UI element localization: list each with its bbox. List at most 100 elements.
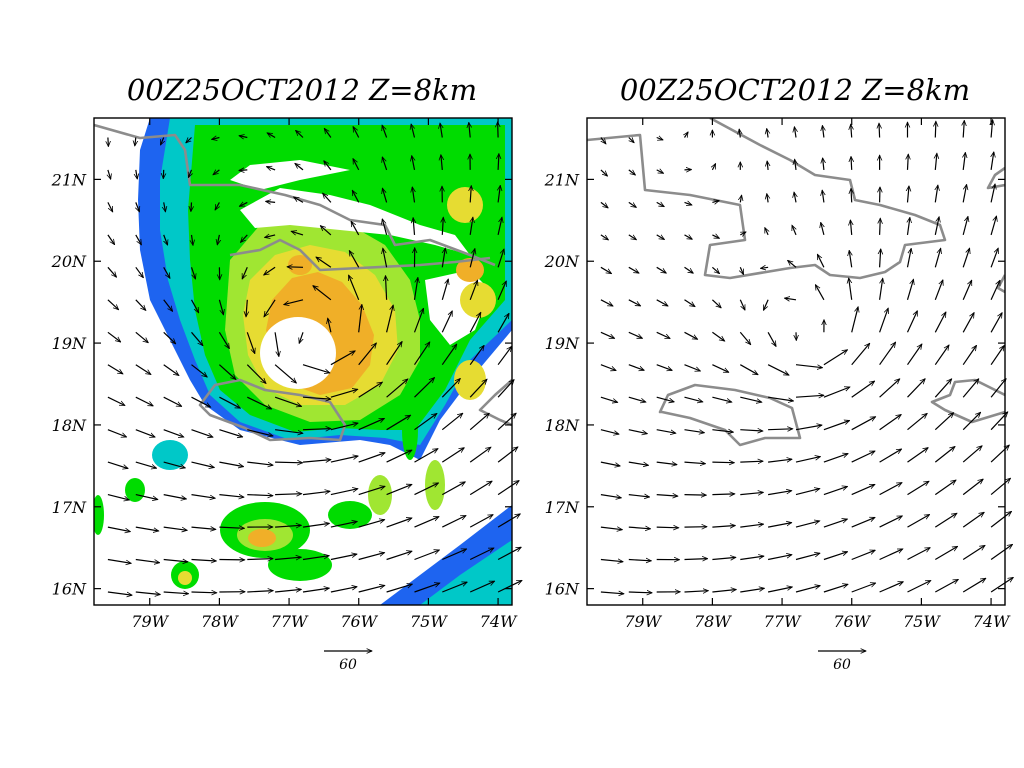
wind-vector: [411, 124, 416, 138]
wind-vector: [107, 266, 117, 277]
wind-vector: [739, 129, 740, 138]
wind-vector: [795, 521, 820, 528]
lon-tick-label: 75W: [903, 612, 941, 631]
wind-vector: [990, 346, 1004, 366]
wind-vector: [656, 462, 677, 465]
wind-vector: [628, 364, 644, 371]
wind-vector: [712, 494, 734, 495]
wind-vector: [907, 448, 929, 463]
wind-vector: [990, 313, 1003, 333]
wind-vector: [358, 305, 362, 333]
wind-vector: [628, 266, 639, 274]
wind-vector: [497, 579, 522, 593]
dry-gap-northwest: [230, 160, 350, 190]
wind-vector: [191, 527, 216, 529]
wind-vector: [275, 429, 303, 434]
wind-vector: [214, 202, 219, 210]
wind-vector: [274, 332, 279, 356]
wind-vector: [684, 299, 696, 307]
wind-vector: [239, 202, 248, 207]
wind-vector: [794, 127, 796, 138]
wind-vector: [441, 279, 448, 300]
wind-vector: [791, 225, 796, 236]
wind-vector: [302, 491, 330, 496]
wind-vector: [907, 379, 926, 398]
wind-vector: [712, 201, 719, 203]
wind-vector: [164, 202, 166, 211]
wind-vector: [247, 461, 273, 465]
wind-vector: [879, 482, 902, 496]
wind-vector: [795, 586, 820, 593]
wind-vector: [628, 201, 637, 207]
wind-vector: [934, 248, 940, 268]
wind-vector: [219, 495, 244, 498]
wind-vector: [212, 138, 220, 140]
wind-vector: [382, 157, 388, 171]
wind-vector: [767, 161, 768, 170]
wind-vector: [414, 414, 437, 431]
wind-vector: [991, 120, 993, 138]
lat-tick-label: 20N: [51, 252, 87, 271]
lon-tick-label: 76W: [833, 612, 871, 631]
wind-vector: [441, 344, 456, 366]
wind-vector: [740, 588, 764, 593]
wind-vector: [186, 137, 192, 143]
wind-vector: [348, 251, 360, 268]
wind-vector: [190, 299, 200, 313]
wind-vector: [991, 152, 994, 170]
wind-vector: [219, 429, 242, 437]
left-reference-vector: 60: [324, 651, 372, 673]
wind-vector: [302, 588, 329, 593]
wind-vector: [497, 513, 520, 528]
wind-vector: [962, 577, 986, 593]
right-panel-title: 00Z25OCT2012 Z=8km: [620, 73, 970, 107]
coast-hispaniola-right: [930, 378, 1005, 424]
wind-vector: [107, 299, 119, 310]
wind-vector: [788, 260, 797, 268]
wind-vector: [656, 495, 678, 497]
wind-vector: [816, 254, 825, 268]
wind-vector: [712, 590, 736, 593]
wind-vector: [990, 184, 995, 203]
wind-vector: [879, 379, 900, 398]
wind-vector: [441, 379, 460, 398]
wind-vector: [497, 281, 507, 301]
lon-tick-label: 77W: [764, 612, 802, 631]
wind-vector: [712, 364, 728, 373]
right-axis-ticks: 21N 20N 19N 18N 17N 16N 79W 78W 77W 76W 75W 74W: [544, 118, 1011, 631]
wind-vector: [962, 313, 975, 333]
wind-vector: [291, 231, 304, 236]
wind-vector: [879, 581, 904, 593]
storm-eye: [260, 317, 336, 389]
wind-vector: [768, 491, 792, 496]
wind-vector: [191, 396, 211, 408]
wind-vector: [851, 307, 858, 333]
wind-vector: [247, 591, 273, 592]
wind-vector: [934, 345, 949, 366]
wind-vector: [684, 266, 694, 273]
wind-vector: [600, 169, 608, 176]
left-plot-frame: [93, 117, 513, 606]
wind-vector: [247, 559, 273, 560]
wind-vector: [628, 429, 648, 434]
wind-vector: [656, 266, 667, 274]
wind-vector: [413, 218, 414, 235]
wind-vector: [934, 280, 943, 301]
wind-vector: [358, 382, 383, 398]
wind-vector: [107, 234, 115, 245]
wind-vector: [684, 429, 705, 433]
wind-vector: [990, 216, 996, 236]
wind-vector: [656, 331, 670, 340]
wind-vector: [302, 397, 331, 399]
wind-vector: [330, 423, 358, 431]
wind-vector: [879, 308, 889, 333]
wind-vector: [190, 267, 196, 279]
wind-vector: [684, 591, 709, 592]
wind-vector: [712, 430, 733, 432]
wind-vector: [218, 331, 230, 348]
wind-vector: [684, 331, 698, 340]
wind-vector: [302, 460, 331, 463]
wind-vector: [990, 445, 1009, 463]
lon-tick-label: 79W: [624, 612, 662, 631]
wind-vector: [814, 285, 825, 301]
